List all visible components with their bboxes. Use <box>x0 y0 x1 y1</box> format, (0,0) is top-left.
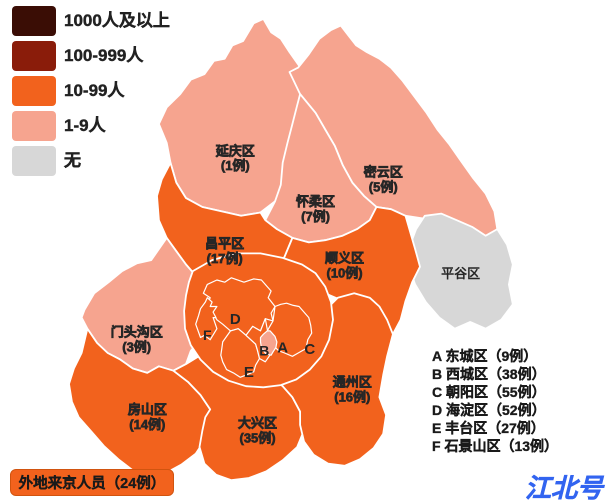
svg-text:B: B <box>259 343 269 359</box>
svg-text:(3例): (3例) <box>122 340 151 355</box>
svg-text:A: A <box>277 340 288 357</box>
svg-text:(7例): (7例) <box>301 209 330 224</box>
svg-text:怀柔区: 怀柔区 <box>296 194 335 209</box>
svg-text:C: C <box>304 341 315 358</box>
svg-text:(35例): (35例) <box>239 430 275 445</box>
svg-text:门头沟区: 门头沟区 <box>111 325 163 340</box>
svg-text:D: D <box>230 311 241 328</box>
svg-text:大兴区: 大兴区 <box>238 415 277 430</box>
svg-text:(10例): (10例) <box>327 266 363 281</box>
svg-text:密云区: 密云区 <box>363 164 403 179</box>
svg-text:(14例): (14例) <box>129 417 165 432</box>
svg-text:延庆区: 延庆区 <box>215 143 255 158</box>
svg-text:(1例): (1例) <box>221 158 250 173</box>
svg-text:(5例): (5例) <box>369 179 398 194</box>
svg-text:(17例): (17例) <box>207 251 243 266</box>
svg-text:通州区: 通州区 <box>333 375 372 390</box>
svg-text:昌平区: 昌平区 <box>205 236 244 251</box>
svg-text:顺义区: 顺义区 <box>325 251 364 266</box>
svg-text:房山区: 房山区 <box>128 402 167 417</box>
svg-text:(16例): (16例) <box>334 389 370 404</box>
svg-text:E: E <box>244 364 254 381</box>
svg-text:F: F <box>203 327 212 343</box>
svg-text:平谷区: 平谷区 <box>441 266 480 281</box>
